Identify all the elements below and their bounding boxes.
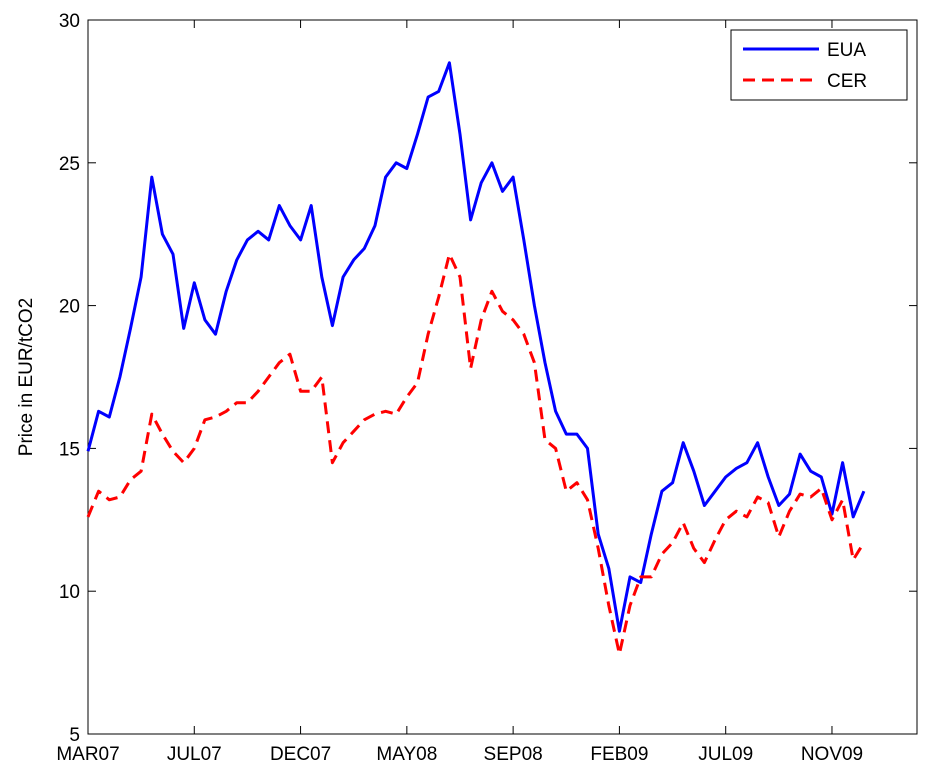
y-tick-label: 5	[69, 725, 80, 746]
y-tick-label: 30	[59, 11, 80, 32]
x-tick-label: FEB09	[590, 744, 648, 765]
line-series	[86, 61, 866, 633]
legend-label: EUA	[827, 40, 866, 61]
x-tick-label: SEP08	[484, 744, 543, 765]
line-series	[86, 252, 866, 656]
y-tick-label: 20	[59, 297, 80, 318]
x-tick-label: MAY08	[376, 744, 437, 765]
x-tick-label: JUL07	[167, 744, 222, 765]
plot-area	[87, 19, 918, 735]
legend-label: CER	[827, 71, 867, 92]
y-tick-label: 15	[59, 439, 80, 460]
y-axis-label: Price in EUR/tCO2	[16, 298, 37, 456]
x-tick-label: MAR07	[56, 744, 119, 765]
y-tick-label: 10	[59, 582, 80, 603]
x-tick-label: NOV09	[801, 744, 863, 765]
x-tick-label: JUL09	[698, 744, 753, 765]
x-tick-label: DEC07	[270, 744, 331, 765]
legend-box	[730, 29, 908, 101]
y-tick-label: 25	[59, 154, 80, 175]
